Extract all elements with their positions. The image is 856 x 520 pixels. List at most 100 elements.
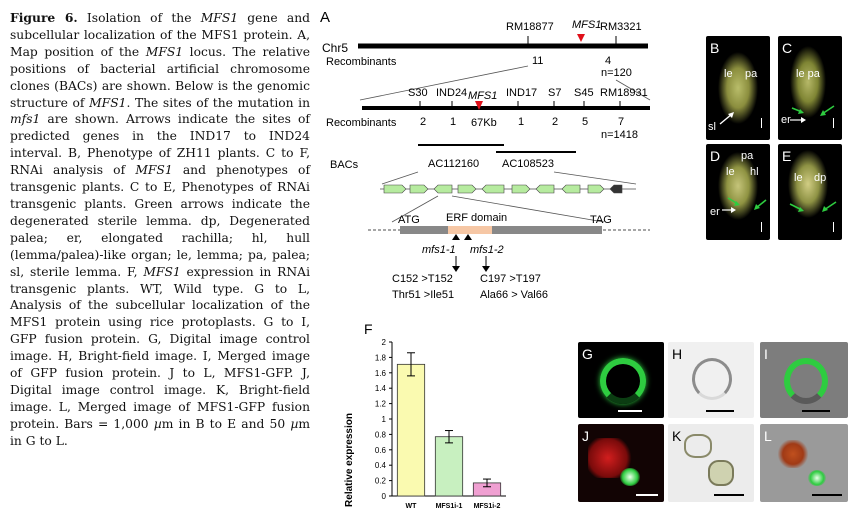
predicted-genes (383, 184, 623, 194)
white-arrow (719, 112, 734, 125)
bacs-label: BACs (330, 159, 359, 171)
rec-count: 2 (420, 116, 426, 128)
tag-label: TAG (590, 214, 612, 226)
zoom-line (359, 65, 529, 101)
scale-bar (761, 222, 762, 232)
x-axis: WT MFS1i-1 MFS1i-2 (406, 503, 501, 510)
photo-label: G (582, 346, 593, 362)
organ-label: pa (745, 68, 758, 80)
mutation-arrow-head (452, 266, 460, 272)
mutant-mfs1-1: mfs1-1 (422, 244, 456, 256)
scale-bar (618, 410, 642, 412)
caption-gene: MFS1 (89, 95, 127, 110)
organ-label: le pa (796, 68, 820, 80)
cell-shape (708, 460, 734, 486)
gfp-ring (784, 358, 828, 404)
y-tick-label: 0.8 (375, 430, 387, 439)
gfp-signal (620, 468, 640, 486)
organ-label: le (726, 166, 735, 178)
caption-label: Figure 6. (10, 10, 78, 25)
bac-ac108523: AC108523 (502, 158, 554, 170)
y-tick-label: 0 (382, 492, 387, 501)
caption-text: are shown. Arrows indicate the sites of … (10, 112, 310, 178)
rec-count: 5 (582, 116, 588, 128)
caption-text: gene and subcellular localization of the… (10, 11, 310, 59)
caption-gene: MFS1 (135, 163, 173, 178)
organ-label: er (710, 206, 720, 218)
photo-label: D (710, 148, 721, 164)
scale-bar (802, 410, 830, 412)
chloroplast-signal (778, 440, 808, 468)
scale-bar (714, 494, 744, 496)
mfs1-marker-arrow (577, 34, 585, 42)
y-tick-label: 2 (382, 338, 387, 347)
photo-e (778, 144, 842, 240)
caption-text: locus. The relative positions of bacteri… (10, 44, 310, 110)
n-count-top: n=120 (601, 67, 632, 79)
figure-caption: Figure 6. Isolation of the MFS1 gene and… (10, 10, 310, 450)
gfp-ring (600, 358, 646, 404)
x-tick-label: MFS1i-1 (436, 503, 463, 510)
marker-mfs1-top: MFS1 (572, 19, 601, 31)
atg-label: ATG (398, 214, 420, 226)
photo-label: I (764, 346, 768, 362)
marker-s30: S30 (408, 87, 428, 99)
panel-f-label: F (364, 321, 373, 337)
zoom-line (553, 171, 637, 185)
photo-c (778, 36, 842, 140)
y-tick-label: 1.8 (375, 353, 387, 362)
caption-text: . The sites of the mutation in (126, 95, 311, 110)
y-tick-label: 1.2 (375, 400, 387, 409)
cell-outline (692, 358, 732, 400)
caption-text: m in B to E and 50 (161, 416, 291, 431)
erf-domain (448, 226, 492, 234)
caption-gene: mfs1 (10, 112, 41, 127)
marker-ind17: IND17 (506, 87, 537, 99)
x-tick-label: WT (406, 503, 418, 510)
scale-bar (706, 410, 734, 412)
caption-symbol: µ (153, 416, 162, 431)
photo-label: L (764, 428, 772, 444)
organ-label: hl (750, 166, 759, 178)
rec-count: 4 (605, 55, 611, 67)
organ-label: le (724, 68, 733, 80)
y-tick-label: 1.4 (375, 384, 387, 393)
marker-rm18877: RM18877 (506, 21, 554, 33)
y-tick-label: 1 (382, 415, 387, 424)
green-arrows (789, 201, 837, 212)
caption-gene: MFS1 (145, 44, 184, 59)
marker-rm18931: RM18931 (600, 87, 648, 99)
gfp-signal (808, 470, 826, 486)
scale-bar (812, 494, 842, 496)
rec-count: 1 (518, 116, 524, 128)
rec-count: 7 (618, 116, 624, 128)
photo-d (706, 144, 770, 240)
panel-a-label: A (320, 9, 330, 26)
photo-label: C (782, 40, 793, 56)
caption-text: expression in RNAi transgenic plants. WT… (10, 264, 310, 431)
scale-bar (761, 118, 762, 128)
organ-label: pa (741, 150, 754, 162)
rec-count: 2 (552, 116, 558, 128)
distance-label: 67Kb (471, 117, 497, 129)
aa-thr51: Thr51 >Ile51 (392, 289, 454, 300)
zoom-line (451, 195, 605, 223)
mutation-site (452, 234, 460, 240)
caption-text: and phenotypes of transgenic plants. C t… (10, 163, 311, 279)
organ-label: sl (708, 121, 716, 133)
rec-count: 11 (532, 55, 543, 67)
marker-mfs1-mid: MFS1 (468, 90, 497, 102)
recombinants-label: Recombinants (326, 56, 397, 68)
photo-label: H (672, 346, 683, 362)
green-arrows (722, 197, 767, 213)
y-tick-label: 0.4 (375, 461, 387, 470)
organ-label: er (781, 114, 791, 126)
mfs1-marker-arrow (475, 101, 483, 110)
rec-count: 1 (450, 116, 456, 128)
caption-gene: MFS1 (200, 11, 239, 25)
mutation-c197: C197 >T197 (480, 273, 541, 285)
photo-label: B (710, 40, 720, 56)
marker-s45: S45 (574, 87, 594, 99)
photo-b (706, 36, 770, 140)
chart-ylabel: Relative expression (344, 413, 355, 507)
